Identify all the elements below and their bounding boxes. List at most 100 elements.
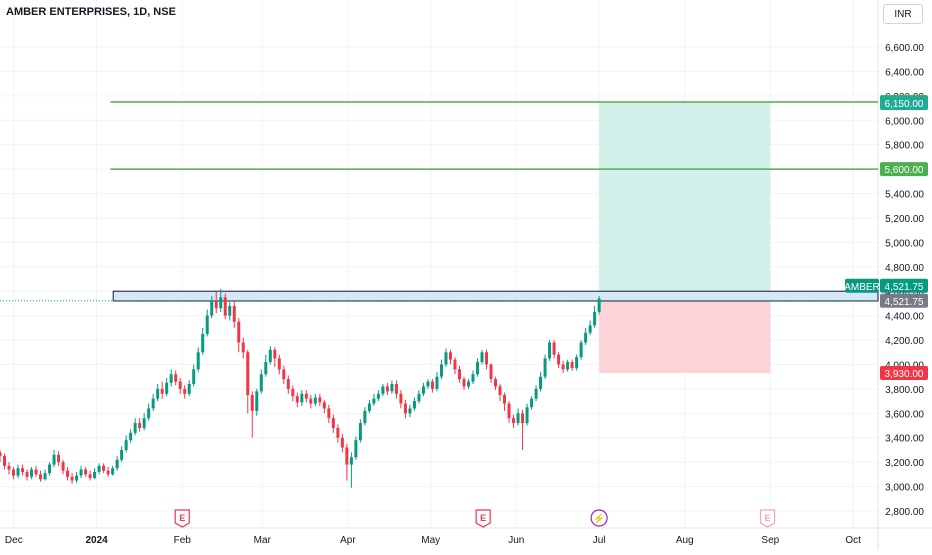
candle-body — [102, 465, 106, 471]
candle-body — [557, 354, 561, 365]
candle-body — [147, 408, 151, 419]
y-tick-label: 4,400.00 — [885, 312, 924, 323]
candle-body — [512, 418, 516, 424]
candle-body — [133, 423, 137, 433]
candle-body — [21, 468, 25, 472]
candle-body — [471, 374, 475, 382]
candle-body — [457, 369, 461, 380]
target-zone — [599, 101, 771, 301]
candle-body — [52, 454, 56, 465]
candle-body — [579, 342, 583, 358]
chart-title: AMBER ENTERPRISES, 1D, NSE — [6, 6, 176, 18]
candle-body — [93, 471, 97, 479]
dividend-event-icon — [590, 509, 608, 527]
candle-body — [57, 454, 61, 463]
stop-zone — [599, 300, 771, 374]
candle-body — [430, 381, 434, 389]
candle-body — [39, 474, 43, 480]
event-label: E — [480, 513, 486, 523]
candle-body — [61, 462, 65, 471]
y-tick-label: 5,800.00 — [885, 141, 924, 152]
candle-body — [214, 300, 218, 309]
candle-body — [426, 381, 430, 387]
candle-body — [570, 362, 574, 369]
candle-body — [241, 342, 245, 353]
candle-body — [160, 388, 164, 394]
candle-body — [120, 449, 124, 460]
candle-body — [394, 384, 398, 394]
candle-body — [277, 358, 281, 370]
candle-body — [124, 440, 128, 450]
candle-body — [498, 386, 502, 395]
earnings-event-icon — [759, 509, 776, 528]
y-tick-label: 3,600.00 — [885, 409, 924, 420]
x-tick-label: Mar — [254, 535, 272, 546]
candle-body — [34, 469, 38, 475]
y-tick-label: 3,000.00 — [885, 483, 924, 494]
y-tick-label: 6,000.00 — [885, 116, 924, 127]
y-tick-label: 3,800.00 — [885, 385, 924, 396]
resistance-zone — [112, 290, 879, 302]
candle-body — [205, 315, 209, 334]
candle-body — [295, 396, 299, 403]
y-tick-label: 6,400.00 — [885, 67, 924, 78]
earnings-event-icon — [174, 509, 190, 528]
candle-body — [75, 475, 79, 481]
y-tick-label: 4,800.00 — [885, 263, 924, 274]
event-label: ⚡ — [593, 512, 605, 525]
candle-body — [196, 352, 200, 370]
candle-body — [575, 357, 579, 369]
candle-body — [327, 408, 331, 419]
candle-body — [30, 469, 34, 477]
candle-body — [349, 457, 353, 465]
candle-body — [282, 369, 286, 380]
candle-body — [516, 413, 520, 424]
candle-body — [273, 349, 277, 359]
candle-body — [291, 388, 295, 397]
candle-body — [367, 403, 371, 411]
candle-body — [480, 352, 484, 363]
candle-body — [494, 379, 498, 387]
x-tick-label: Apr — [340, 535, 356, 546]
candle-body — [183, 388, 187, 394]
candle-body — [192, 369, 196, 385]
candle-body — [201, 333, 205, 353]
candle-body — [129, 432, 133, 441]
candle-body — [264, 362, 268, 375]
symbol-tag: AMBER — [844, 282, 880, 293]
candle-body — [548, 342, 552, 359]
y-tick-label: 5,400.00 — [885, 190, 924, 201]
candle-body — [566, 362, 570, 370]
candle-body — [485, 352, 489, 365]
candle-body — [322, 402, 326, 409]
candle-body — [543, 358, 547, 377]
candle-body — [66, 470, 70, 477]
currency-button[interactable]: INR — [883, 4, 923, 24]
y-tick-label: 6,600.00 — [885, 43, 924, 54]
candle-body — [174, 374, 178, 382]
candle-body — [255, 391, 259, 411]
candle-body — [246, 352, 250, 395]
candle-body — [309, 398, 313, 404]
candle-body — [300, 393, 304, 403]
y-tick-label: 3,200.00 — [885, 458, 924, 469]
y-tick-label: 3,400.00 — [885, 434, 924, 445]
candle-body — [403, 403, 407, 414]
x-tick-label: Feb — [174, 535, 192, 546]
candle-body — [187, 384, 191, 394]
candle-body — [169, 374, 173, 383]
candle-body — [232, 305, 236, 322]
candle-body — [385, 386, 389, 392]
candle-body — [79, 469, 83, 476]
stop-price-tag: 3,930.00 — [885, 369, 924, 380]
candle-body — [466, 381, 470, 387]
candle-body — [210, 300, 214, 316]
candle-body — [178, 381, 182, 389]
candle-body — [597, 298, 601, 312]
candle-body — [552, 342, 556, 355]
candle-body — [151, 398, 155, 409]
candle-body — [363, 410, 367, 424]
candle-body — [588, 325, 592, 333]
